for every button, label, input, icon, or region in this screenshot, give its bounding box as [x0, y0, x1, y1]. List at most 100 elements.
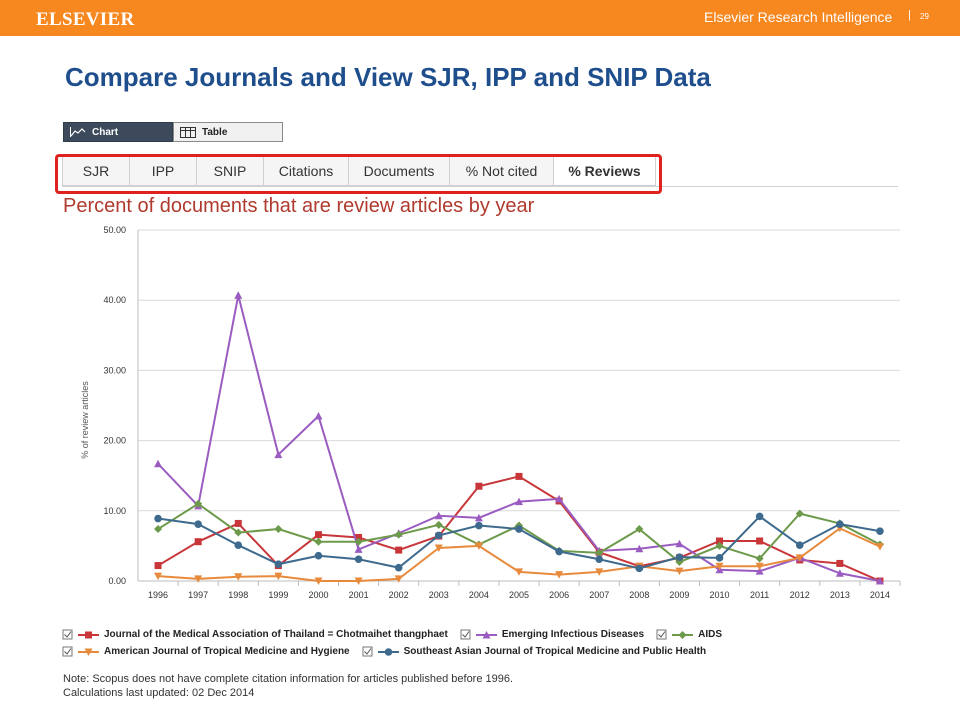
data-point[interactable] [154, 525, 163, 534]
table-view-button[interactable]: Table [173, 122, 283, 142]
tab-snip[interactable]: SNIP [196, 156, 263, 186]
data-point[interactable] [555, 547, 563, 556]
data-point[interactable] [314, 551, 323, 560]
data-point[interactable] [716, 537, 724, 545]
data-point[interactable] [836, 559, 844, 567]
tab-citations[interactable]: Citations [263, 156, 348, 186]
tab-not-cited[interactable]: % Not cited [449, 156, 553, 186]
x-tick-label: 2004 [469, 590, 489, 600]
legend-item-aids[interactable]: AIDS [656, 629, 722, 641]
data-point[interactable] [836, 520, 844, 528]
data-point[interactable] [715, 562, 724, 571]
data-point[interactable] [154, 514, 162, 523]
data-point[interactable] [756, 537, 764, 545]
chart-legend: Journal of the Medical Association of Th… [62, 626, 942, 660]
data-point[interactable] [354, 545, 363, 553]
legend-item-jmat[interactable]: Journal of the Medical Association of Th… [62, 629, 448, 641]
data-point[interactable] [635, 564, 644, 573]
x-tick-label: 2010 [710, 590, 730, 600]
data-point[interactable] [595, 555, 604, 564]
data-point[interactable] [434, 520, 443, 529]
data-point[interactable] [194, 538, 202, 546]
data-point[interactable] [555, 571, 564, 579]
data-point[interactable] [354, 537, 363, 546]
legend-item-seajtmph[interactable]: Southeast Asian Journal of Tropical Medi… [362, 646, 706, 658]
data-point[interactable] [795, 509, 804, 518]
data-point[interactable] [395, 546, 403, 554]
data-point[interactable] [755, 512, 764, 521]
data-point[interactable] [314, 531, 322, 539]
data-point[interactable] [154, 572, 163, 581]
data-point[interactable] [474, 513, 483, 522]
data-point[interactable] [515, 497, 523, 506]
data-point[interactable] [274, 560, 283, 568]
data-point[interactable] [154, 562, 162, 570]
data-point[interactable] [274, 525, 283, 534]
data-point[interactable] [394, 563, 403, 572]
data-point[interactable] [715, 541, 724, 550]
tab-sjr[interactable]: SJR [62, 156, 129, 186]
data-point[interactable] [515, 568, 523, 576]
data-point[interactable] [354, 577, 363, 586]
note-last-updated: Calculations last updated: 02 Dec 2014 [63, 687, 255, 699]
data-point[interactable] [675, 553, 684, 561]
data-point[interactable] [234, 541, 243, 549]
data-point[interactable] [194, 520, 202, 528]
data-point[interactable] [515, 525, 523, 533]
data-point[interactable] [675, 539, 684, 548]
series-1 [154, 291, 884, 585]
data-point[interactable] [274, 572, 283, 581]
data-point[interactable] [474, 542, 483, 550]
data-point[interactable] [675, 567, 684, 576]
y-tick-label: 10.00 [103, 506, 126, 516]
data-point[interactable] [755, 554, 764, 563]
data-point[interactable] [314, 577, 323, 586]
data-point[interactable] [314, 412, 323, 420]
chart-view-button[interactable]: Chart [63, 122, 173, 142]
data-point[interactable] [835, 569, 844, 577]
data-point[interactable] [434, 511, 443, 520]
data-point[interactable] [274, 450, 283, 459]
data-point[interactable] [795, 554, 804, 562]
data-point[interactable] [755, 562, 764, 571]
data-point[interactable] [875, 543, 884, 551]
data-point[interactable] [475, 521, 483, 530]
data-point[interactable] [355, 533, 363, 541]
x-tick-label: 2001 [349, 590, 369, 600]
data-point[interactable] [394, 530, 403, 539]
data-point[interactable] [234, 291, 243, 299]
legend-item-ajtmh[interactable]: American Journal of Tropical Medicine an… [62, 646, 350, 658]
metric-tabs: SJR IPP SNIP Citations Documents % Not c… [62, 156, 656, 186]
data-point[interactable] [154, 459, 163, 468]
data-point[interactable] [875, 577, 884, 585]
legend-row-1: Journal of the Medical Association of Th… [62, 626, 942, 643]
data-point[interactable] [715, 554, 724, 562]
legend-item-eid[interactable]: Emerging Infectious Diseases [460, 629, 644, 641]
x-tick-label: 2002 [389, 590, 409, 600]
data-point[interactable] [434, 531, 443, 540]
tab-documents[interactable]: Documents [348, 156, 449, 186]
data-point[interactable] [314, 537, 323, 546]
data-point[interactable] [475, 482, 483, 490]
data-point[interactable] [394, 575, 403, 583]
data-point[interactable] [635, 544, 644, 553]
data-point[interactable] [595, 548, 604, 557]
data-point[interactable] [434, 544, 443, 553]
data-point[interactable] [194, 499, 203, 508]
data-point[interactable] [354, 555, 363, 564]
data-point[interactable] [234, 573, 243, 581]
data-point[interactable] [595, 568, 604, 576]
data-point[interactable] [194, 575, 203, 583]
data-point[interactable] [755, 567, 764, 575]
data-point[interactable] [515, 472, 523, 480]
data-point[interactable] [876, 527, 884, 535]
data-point[interactable] [555, 494, 564, 503]
data-point[interactable] [795, 541, 804, 549]
data-point[interactable] [234, 528, 243, 537]
table-view-label: Table [202, 126, 228, 138]
tabs-highlight-box [55, 154, 662, 194]
data-point[interactable] [635, 525, 644, 534]
data-point[interactable] [234, 519, 242, 527]
legend-marker-triangle-down [62, 646, 99, 656]
